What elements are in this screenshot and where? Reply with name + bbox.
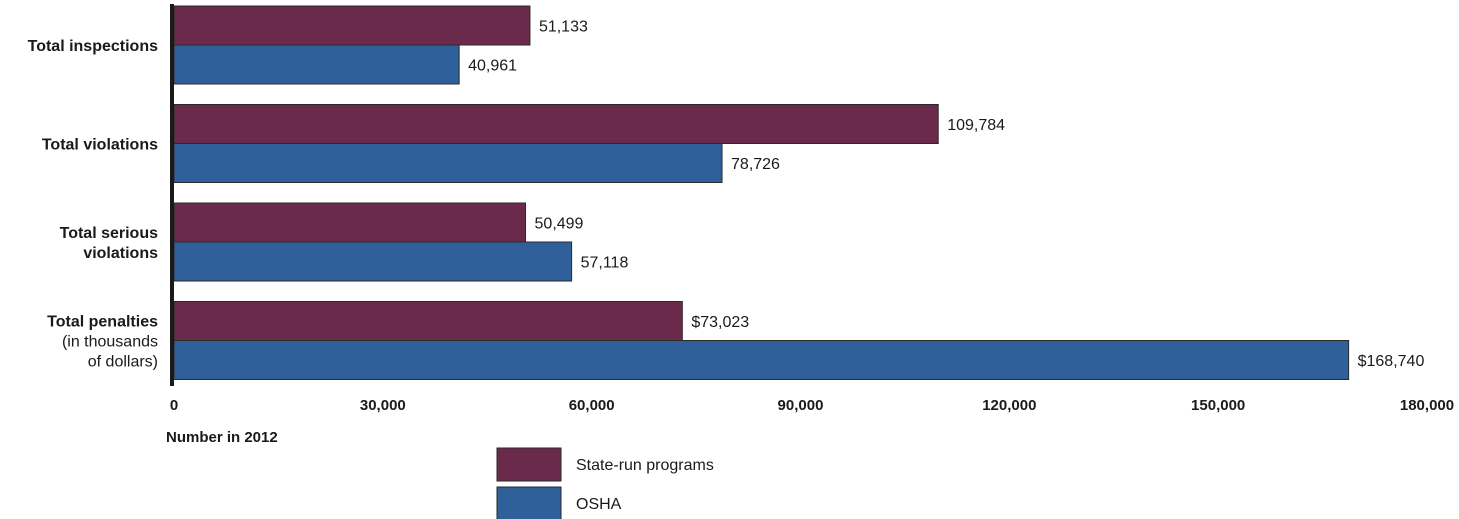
x-tick-label-4: 120,000 <box>982 397 1036 414</box>
x-tick-label-3: 90,000 <box>778 397 824 414</box>
x-tick-label-6: 180,000 <box>1400 397 1454 414</box>
value-label-osha-0: 40,961 <box>468 58 517 75</box>
value-label-osha-2: 57,118 <box>581 255 629 272</box>
value-label-state-run-programs-1: 109,784 <box>947 117 1005 134</box>
bar-osha-1 <box>173 143 723 183</box>
legend-label-state-run-programs: State-run programs <box>576 457 714 474</box>
bar-state-run-programs-2 <box>173 202 527 243</box>
value-label-state-run-programs-3: $73,023 <box>691 314 749 331</box>
category-label-1: Total violations <box>42 137 158 154</box>
value-label-state-run-programs-0: 51,133 <box>539 19 588 36</box>
bar-osha-3 <box>173 340 1350 380</box>
value-labels-group: 51,133 40,961 109,784 78,726 50,499 57,118 $73… <box>468 19 1424 371</box>
bar-osha-0 <box>173 44 460 85</box>
x-tick-labels-group: 0 30,000 60,000 90,000 120,000 150,000 180,000 <box>170 397 1454 414</box>
legend-swatch-state-run-programs <box>496 447 562 482</box>
legend-swatch-osha <box>496 486 562 519</box>
category-labels-group: Total inspections Total violations Total s… <box>28 38 158 371</box>
x-axis-label: Number in 2012 <box>166 429 278 446</box>
value-label-osha-3: $168,740 <box>1358 353 1425 370</box>
bar-state-run-programs-0 <box>173 5 531 46</box>
legend: State-run programs OSHA <box>496 447 714 519</box>
category-label-3: Total penalties (in thousands of dollars) <box>47 314 158 371</box>
x-tick-label-5: 150,000 <box>1191 397 1245 414</box>
bar-osha-2 <box>173 241 573 282</box>
category-label-0: Total inspections <box>28 38 158 55</box>
x-tick-label-0: 0 <box>170 397 178 414</box>
value-label-osha-1: 78,726 <box>731 156 780 173</box>
category-label-2: Total serious violations <box>60 225 158 262</box>
x-tick-label-2: 60,000 <box>569 397 615 414</box>
value-label-state-run-programs-2: 50,499 <box>535 216 584 233</box>
legend-label-osha: OSHA <box>576 496 622 513</box>
bar-state-run-programs-3 <box>173 301 683 341</box>
bars-group <box>173 5 1350 380</box>
bar-state-run-programs-1 <box>173 104 939 144</box>
x-tick-label-1: 30,000 <box>360 397 406 414</box>
